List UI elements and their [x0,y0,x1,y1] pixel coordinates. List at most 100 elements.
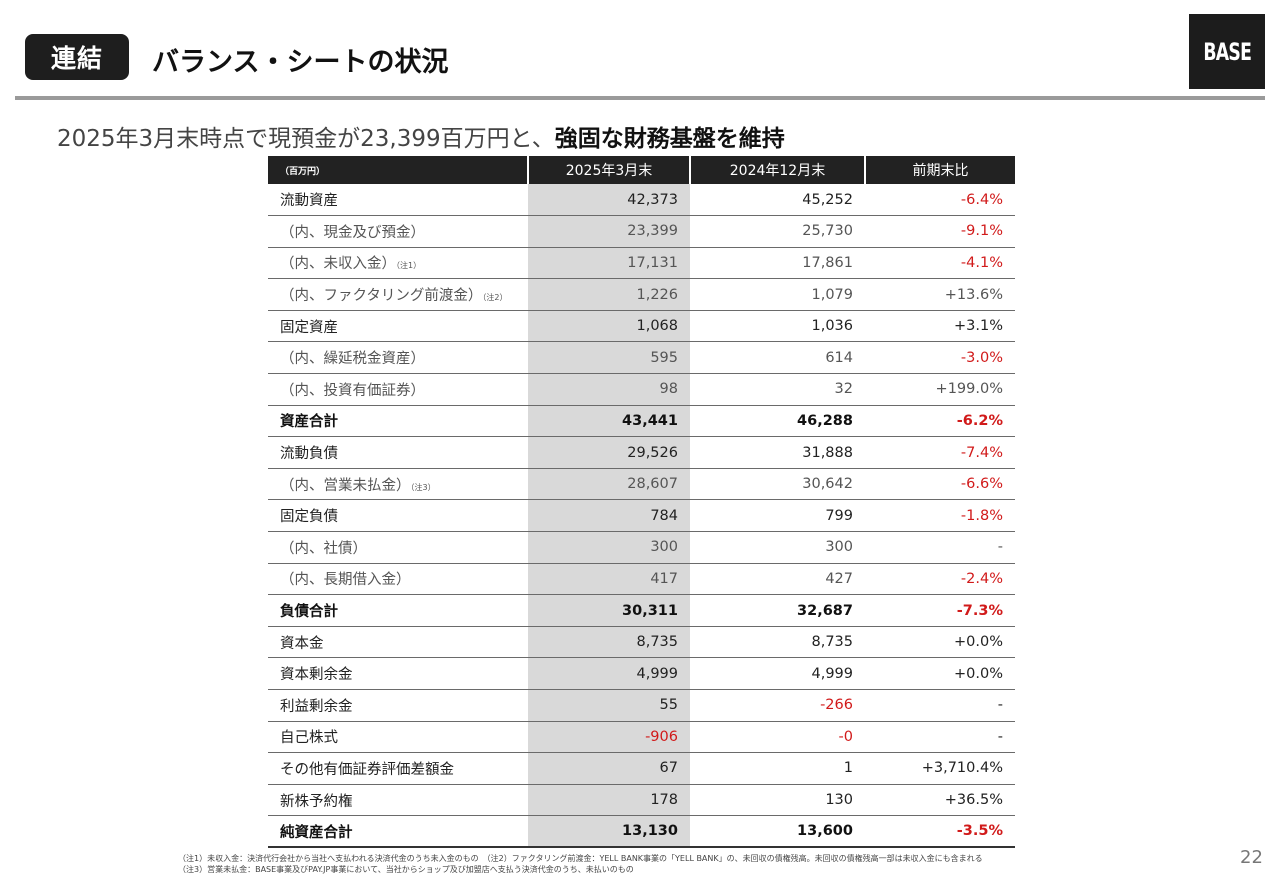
value-change: -3.0% [865,341,1015,375]
footnotes: （注1）未収入金：決済代行会社から当社へ支払われる決済代金のうち未入金のもの （… [178,853,983,875]
value-change: -6.2% [865,405,1015,438]
row-label-text: 自己株式 [280,730,338,747]
value-change: - [865,689,1015,722]
row-label-text: 固定負債 [280,509,338,526]
value-mar2025: 4,999 [528,657,690,690]
value-dec2024: 25,730 [690,215,865,248]
row-label-text: 資本剰余金 [280,667,353,684]
table-row: その他有価証券評価差額金 67 1 +3,710.4% [268,752,1015,785]
row-footnote-ref: （注2） [482,293,508,303]
value-mar2025: 17,131 [528,247,690,280]
row-label-text: 資本金 [280,635,324,652]
value-dec2024: 1,079 [690,278,865,311]
table-row: 資産合計 43,441 46,288 -6.2% [268,405,1015,438]
value-mar2025: 1,068 [528,310,690,343]
value-change: -9.1% [865,215,1015,248]
value-mar2025: 300 [528,531,690,564]
value-dec2024: -266 [690,689,865,722]
value-mar2025: -906 [528,721,690,754]
value-mar2025: 178 [528,784,690,817]
value-change: +3.1% [865,310,1015,343]
table-row: （内、ファクタリング前渡金）（注2） 1,226 1,079 +13.6% [268,278,1015,311]
row-label-text: （内、長期借入金） [280,572,411,589]
value-dec2024: 46,288 [690,405,865,438]
column-header-dec2024: 2024年12月末 [689,156,865,184]
value-mar2025: 29,526 [528,436,690,469]
value-dec2024: 30,642 [690,468,865,501]
value-mar2025: 28,607 [528,468,690,501]
row-label-text: （内、ファクタリング前渡金） [280,288,483,305]
value-change: -6.4% [865,184,1015,217]
header-divider [15,96,1265,100]
value-dec2024: 130 [690,784,865,817]
value-mar2025: 23,399 [528,215,690,248]
table-body: 流動資産 42,373 45,252 -6.4% （内、現金及び預金） 23,399 25,… [268,184,1015,849]
value-change: -2.4% [865,563,1015,596]
value-dec2024: 1,036 [690,310,865,343]
table-row: （内、未収入金）（注1） 17,131 17,861 -4.1% [268,247,1015,280]
value-mar2025: 55 [528,689,690,722]
row-label: 資本金 [268,626,528,659]
row-label: （内、投資有価証券） [268,373,528,406]
page-title: バランス・シートの状況 [152,47,449,78]
value-change: -4.1% [865,247,1015,280]
subtitle-emphasis: 強固な財務基盤を維持 [554,126,785,152]
column-header-mar2025: 2025年3月末 [527,156,690,184]
table-row: 流動負債 29,526 31,888 -7.4% [268,436,1015,469]
value-mar2025: 42,373 [528,184,690,217]
row-label: （内、営業未払金）（注3） [268,468,528,501]
row-label-text: （内、投資有価証券） [280,382,425,399]
row-label: 利益剰余金 [268,689,528,722]
value-dec2024: 1 [690,752,865,785]
value-dec2024: 17,861 [690,247,865,280]
row-label-text: 固定資産 [280,319,338,336]
consolidated-tag: 連結 [25,34,129,80]
value-mar2025: 67 [528,752,690,785]
row-footnote-ref: （注1） [396,261,422,271]
value-change: +0.0% [865,657,1015,690]
table-row: （内、長期借入金） 417 427 -2.4% [268,563,1015,596]
value-dec2024: 32 [690,373,865,406]
row-label-text: その他有価証券評価差額金 [280,761,454,778]
logo-text: BASE [1203,37,1252,66]
column-header-change: 前期末比 [864,156,1015,184]
value-dec2024: 300 [690,531,865,564]
table-header-row: （百万円） 2025年3月末 2024年12月末 前期末比 [268,156,1015,184]
value-dec2024: 45,252 [690,184,865,217]
row-label-text: （内、繰延税金資産） [280,351,425,368]
value-mar2025: 8,735 [528,626,690,659]
value-dec2024: 4,999 [690,657,865,690]
value-mar2025: 595 [528,341,690,375]
row-label-text: 流動負債 [280,446,338,463]
table-row: 固定資産 1,068 1,036 +3.1% [268,310,1015,343]
value-dec2024: 427 [690,563,865,596]
value-mar2025: 417 [528,563,690,596]
row-label-text: 資産合計 [280,414,338,431]
value-change: +3,710.4% [865,752,1015,785]
row-label: （内、ファクタリング前渡金）（注2） [268,278,528,311]
value-dec2024: 799 [690,499,865,533]
page-number: 22 [1240,847,1263,868]
value-change: +0.0% [865,626,1015,659]
value-change: -7.3% [865,594,1015,627]
value-mar2025: 98 [528,373,690,406]
row-label-text: 利益剰余金 [280,698,353,715]
table-row: （内、社債） 300 300- [268,531,1015,564]
value-change: +199.0% [865,373,1015,406]
row-label-text: （内、社債） [280,540,367,557]
balance-sheet-table: （百万円） 2025年3月末 2024年12月末 前期末比 流動資産 42,373… [268,156,1015,849]
row-label-text: 新株予約権 [280,793,353,810]
table-row: 純資産合計 13,130 13,600 -3.5% [268,815,1015,849]
table-row: 新株予約権 178 130 +36.5% [268,784,1015,817]
row-label: 流動負債 [268,436,528,469]
row-label: 流動資産 [268,184,528,217]
value-change: -3.5% [865,815,1015,849]
value-dec2024: 13,600 [690,815,865,849]
value-change: - [865,721,1015,754]
table-row: （内、現金及び預金） 23,399 25,730 -9.1% [268,215,1015,248]
value-mar2025: 784 [528,499,690,533]
row-label: 自己株式 [268,721,528,754]
subtitle-plain: 2025年3月末時点で現預金が23,399百万円と、 [57,126,555,152]
value-mar2025: 1,226 [528,278,690,311]
row-footnote-ref: （注3） [410,482,436,492]
